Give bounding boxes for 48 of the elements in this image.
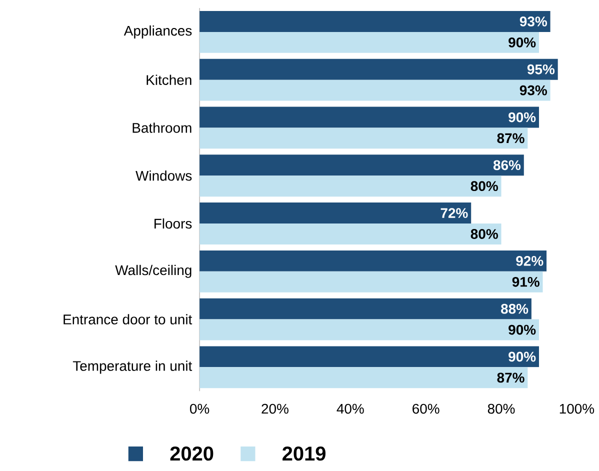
bar <box>200 58 558 80</box>
y-tick-label: Appliances <box>124 25 192 38</box>
data-label: 86% <box>493 160 521 170</box>
bar <box>200 80 550 101</box>
x-tick-label: 80% <box>488 404 515 414</box>
data-label: 80% <box>470 181 498 192</box>
bar <box>200 224 502 244</box>
bar <box>200 154 524 176</box>
bar <box>200 298 532 320</box>
data-label: 87% <box>497 372 524 383</box>
bar <box>200 106 539 128</box>
data-label: 91% <box>512 276 540 287</box>
data-label: 72% <box>440 208 468 218</box>
x-tick-label: 0% <box>190 404 210 414</box>
bar <box>200 176 502 197</box>
data-label: 88% <box>500 304 528 314</box>
data-label: 90% <box>508 112 536 122</box>
bar <box>200 128 528 149</box>
data-label: 90% <box>508 38 536 48</box>
data-label: 90% <box>508 324 536 335</box>
x-tick-label: 60% <box>412 404 440 414</box>
y-tick-label: Temperature in unit <box>72 360 192 374</box>
y-tick-label: Entrance door to unit <box>64 314 192 324</box>
x-tick-label: 20% <box>262 404 288 414</box>
bar <box>200 202 472 224</box>
y-tick-label: Kitchen <box>146 74 192 86</box>
x-tick-label: 40% <box>336 404 364 414</box>
data-label: 87% <box>497 133 524 144</box>
data-label: 80% <box>470 229 498 239</box>
legend-label: 2020 <box>170 446 214 461</box>
bar <box>200 250 547 272</box>
data-label: 90% <box>508 352 536 362</box>
x-tick-label: 100% <box>560 404 594 414</box>
data-label: 95% <box>527 64 555 74</box>
y-tick-label: Floors <box>154 218 192 229</box>
bar <box>200 32 539 53</box>
bar <box>200 346 539 368</box>
y-tick-label: Walls/ceiling <box>115 264 192 278</box>
bar <box>200 319 539 340</box>
bar <box>200 367 528 388</box>
data-label: 93% <box>520 16 547 26</box>
bar <box>200 271 543 292</box>
y-tick-label: Windows <box>136 170 192 181</box>
data-label: 93% <box>520 85 547 96</box>
data-label: 92% <box>516 256 544 266</box>
y-tick-label: Bathroom <box>132 122 192 133</box>
legend-label: 2019 <box>282 446 326 461</box>
bar <box>200 11 550 32</box>
